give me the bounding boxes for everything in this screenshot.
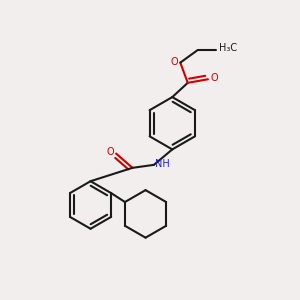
- Text: O: O: [170, 57, 178, 67]
- Text: O: O: [210, 74, 218, 83]
- Text: NH: NH: [155, 159, 170, 169]
- Text: O: O: [106, 147, 114, 158]
- Text: H₃C: H₃C: [219, 43, 237, 53]
